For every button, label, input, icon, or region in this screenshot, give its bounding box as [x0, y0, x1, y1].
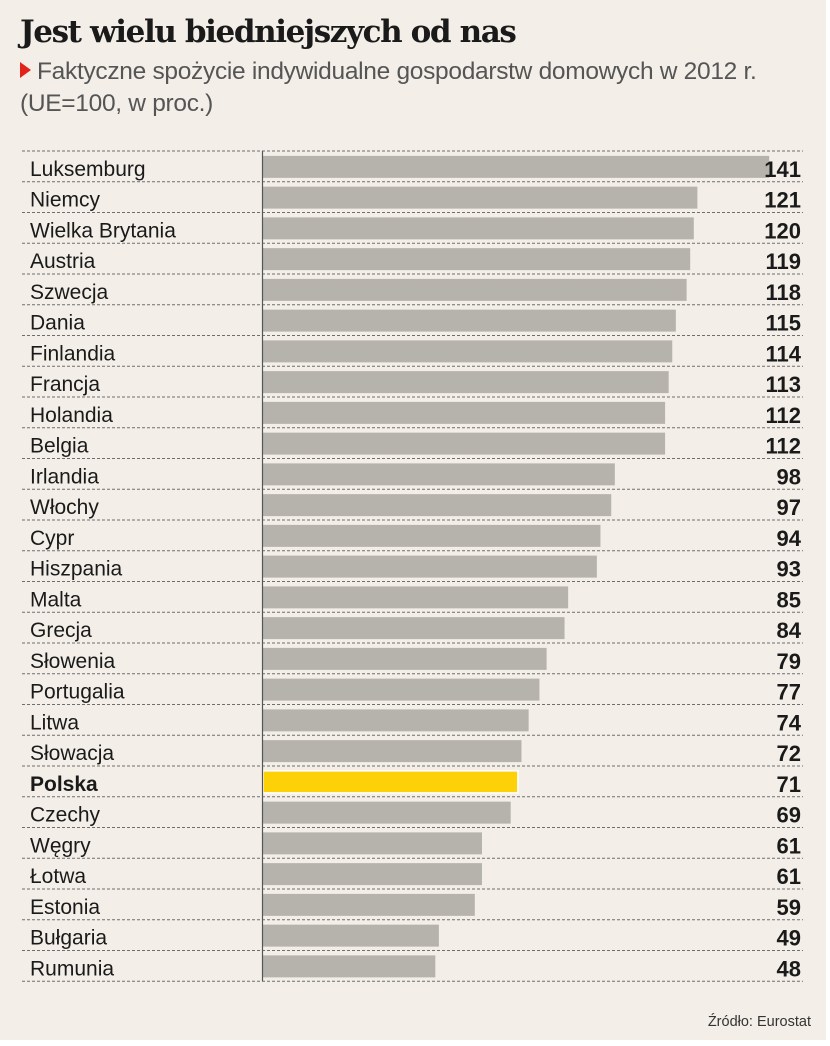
bar-10 [263, 463, 615, 486]
bar-17 [263, 678, 540, 701]
bar-13 [263, 555, 597, 578]
bar-11 [263, 494, 612, 517]
category-label: Dania [30, 312, 85, 335]
value-label: 93 [777, 557, 801, 582]
bar-6 [263, 340, 673, 363]
value-label: 79 [777, 649, 801, 674]
value-label: 84 [777, 618, 802, 643]
value-label: 71 [777, 772, 801, 797]
category-label: Niemcy [30, 189, 101, 212]
chart-title: Jest wielu biedniejszych od nas [20, 14, 517, 50]
value-label: 49 [777, 926, 801, 951]
category-label: Austria [30, 250, 96, 273]
value-label: 112 [766, 403, 802, 428]
bar-1 [263, 186, 698, 209]
value-label: 94 [777, 526, 802, 551]
category-label: Litwa [30, 711, 79, 734]
value-label: 72 [777, 741, 801, 766]
category-label: Bułgaria [30, 927, 107, 950]
category-label: Luksemburg [30, 158, 146, 181]
bar-12 [263, 524, 601, 547]
category-label: Słowacja [30, 742, 114, 765]
bar-18 [263, 709, 529, 732]
bar-16 [263, 647, 547, 670]
category-label: Holandia [30, 404, 113, 427]
category-label: Wielka Brytania [30, 219, 176, 242]
value-label: 120 [764, 218, 801, 243]
category-label: Hiszpania [30, 558, 123, 581]
value-label: 118 [766, 280, 802, 305]
bar-3 [263, 248, 691, 271]
category-label: Malta [30, 588, 82, 611]
category-label: Cypr [30, 527, 74, 550]
source-note: Źródło: Eurostat [707, 1014, 811, 1030]
value-label: 114 [766, 341, 802, 366]
bar-5 [263, 309, 676, 332]
value-label: 69 [777, 803, 801, 828]
bar-19 [263, 740, 522, 763]
value-label: 113 [766, 372, 802, 397]
bar-21 [263, 801, 511, 824]
bar-14 [263, 586, 569, 609]
category-label: Łotwa [30, 865, 86, 888]
value-label: 97 [777, 495, 801, 520]
category-label: Estonia [30, 896, 100, 919]
value-label: 115 [766, 311, 802, 336]
bar-25 [263, 924, 439, 947]
category-label: Rumunia [30, 957, 114, 980]
bar-0 [263, 155, 770, 178]
bar-8 [263, 401, 666, 424]
category-label: Irlandia [30, 465, 99, 488]
category-label: Grecja [30, 619, 92, 642]
bar-26 [263, 955, 436, 978]
category-label: Węgry [30, 834, 91, 857]
value-label: 77 [777, 680, 801, 705]
bar-9 [263, 432, 666, 455]
category-label: Portugalia [30, 681, 125, 704]
value-label: 74 [777, 710, 802, 735]
bar-20 [262, 770, 519, 794]
bar-2 [263, 217, 694, 240]
bar-23 [263, 863, 482, 886]
bar-15 [263, 617, 565, 640]
category-label: Czechy [30, 804, 101, 827]
value-label: 59 [777, 895, 801, 920]
value-label: 85 [777, 587, 801, 612]
value-label: 48 [777, 956, 801, 981]
value-label: 112 [766, 434, 802, 459]
bar-4 [263, 278, 687, 301]
bar-24 [263, 893, 475, 916]
value-label: 61 [777, 833, 801, 858]
triangle-marker-icon [20, 62, 31, 78]
category-label: Szwecja [30, 281, 109, 304]
value-label: 119 [766, 249, 802, 274]
value-label: 98 [777, 464, 801, 489]
bar-7 [263, 371, 669, 394]
category-label: Francja [30, 373, 100, 396]
category-label: Finlandia [30, 342, 116, 365]
value-label: 141 [764, 157, 801, 182]
bar-22 [263, 832, 482, 855]
category-label: Słowenia [30, 650, 116, 673]
value-label: 61 [777, 864, 801, 889]
chart-subtitle: Faktyczne spożycie indywidualne gospodar… [20, 56, 780, 120]
category-label: Włochy [30, 496, 99, 519]
category-label: Belgia [30, 435, 89, 458]
subtitle-text: Faktyczne spożycie indywidualne gospodar… [20, 58, 757, 117]
value-label: 121 [764, 188, 801, 213]
category-label: Polska [30, 773, 98, 796]
